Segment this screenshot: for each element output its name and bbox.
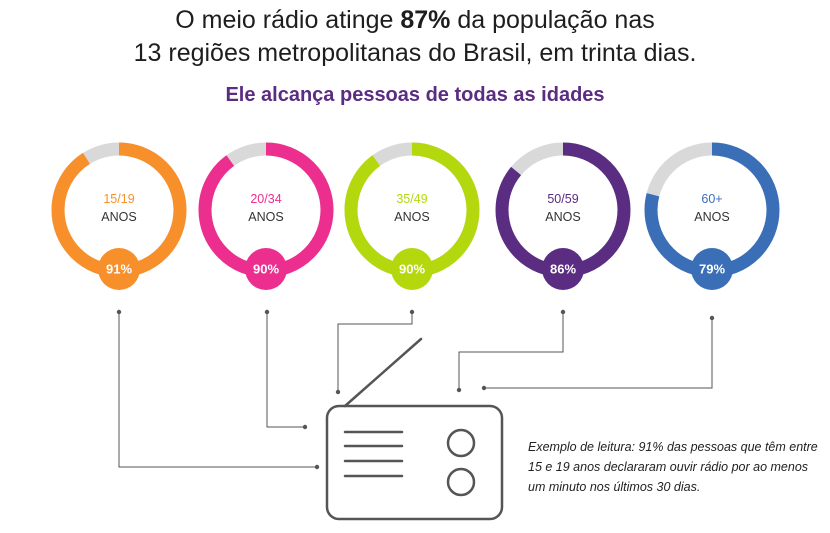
age-group-sublabel: ANOS bbox=[248, 210, 283, 224]
dot bbox=[264, 309, 270, 315]
headline-prefix: O meio rádio atinge bbox=[175, 6, 401, 34]
donut-5: 60+ ANOS 79% bbox=[644, 142, 780, 290]
value-badge bbox=[245, 248, 287, 290]
donut-4: 50/59 ANOS 86% bbox=[495, 142, 631, 290]
donut-3: 35/49 ANOS 90% bbox=[344, 142, 480, 290]
headline-line-2: 13 regiões metropolitanas do Brasil, em … bbox=[133, 39, 697, 67]
dot bbox=[709, 315, 715, 321]
age-group-sublabel: ANOS bbox=[545, 210, 580, 224]
age-group-sublabel: ANOS bbox=[394, 210, 429, 224]
value-label: 90% bbox=[399, 262, 425, 277]
radio-antenna bbox=[343, 337, 423, 408]
dot bbox=[116, 309, 122, 315]
donut-1: 15/19 ANOS 91% bbox=[51, 142, 187, 290]
connector-dots bbox=[116, 309, 715, 470]
connector-60 bbox=[484, 318, 713, 389]
value-badge bbox=[691, 248, 733, 290]
connector-50-59 bbox=[458, 312, 564, 390]
value-label: 91% bbox=[106, 262, 132, 277]
age-group-label: 60+ bbox=[701, 192, 722, 206]
dot bbox=[481, 385, 487, 391]
radio-knob bbox=[446, 467, 476, 497]
dot bbox=[335, 389, 341, 395]
connector-lines bbox=[118, 312, 713, 468]
value-badge bbox=[391, 248, 433, 290]
dot bbox=[302, 424, 308, 430]
value-badge bbox=[542, 248, 584, 290]
value-label: 86% bbox=[550, 262, 576, 277]
dot bbox=[314, 464, 320, 470]
headline-suffix: da população nas bbox=[450, 6, 655, 34]
age-group-label: 15/19 bbox=[103, 192, 134, 206]
reading-example-note: Exemplo de leitura: 91% das pessoas que … bbox=[528, 440, 818, 494]
age-group-label: 20/34 bbox=[250, 192, 281, 206]
dot bbox=[560, 309, 566, 315]
headline: O meio rádio atinge 87% da população nas… bbox=[0, 4, 830, 70]
radio-knob bbox=[446, 428, 476, 458]
value-label: 79% bbox=[699, 262, 725, 277]
age-group-sublabel: ANOS bbox=[694, 210, 729, 224]
connector-35-49 bbox=[337, 312, 413, 392]
radio-icon bbox=[325, 337, 504, 521]
headline-highlight: 87% bbox=[400, 6, 451, 34]
connector-15-19 bbox=[118, 312, 317, 468]
headline-line-1: O meio rádio atinge 87% da população nas bbox=[0, 4, 830, 37]
connector-20-34 bbox=[266, 312, 305, 428]
subtitle: Ele alcança pessoas de todas as idades bbox=[225, 84, 605, 106]
age-group-label: 35/49 bbox=[396, 192, 427, 206]
donuts: 15/19 ANOS 91% 20/34 ANOS 90% 35/49 ANOS 90% 50/5… bbox=[51, 142, 780, 290]
age-group-sublabel: ANOS bbox=[101, 210, 136, 224]
value-badge bbox=[98, 248, 140, 290]
dot bbox=[456, 387, 462, 393]
value-label: 90% bbox=[253, 262, 279, 277]
donut-2: 20/34 ANOS 90% bbox=[198, 142, 334, 290]
radio-body bbox=[325, 404, 504, 521]
age-group-label: 50/59 bbox=[547, 192, 578, 206]
dot bbox=[409, 309, 415, 315]
